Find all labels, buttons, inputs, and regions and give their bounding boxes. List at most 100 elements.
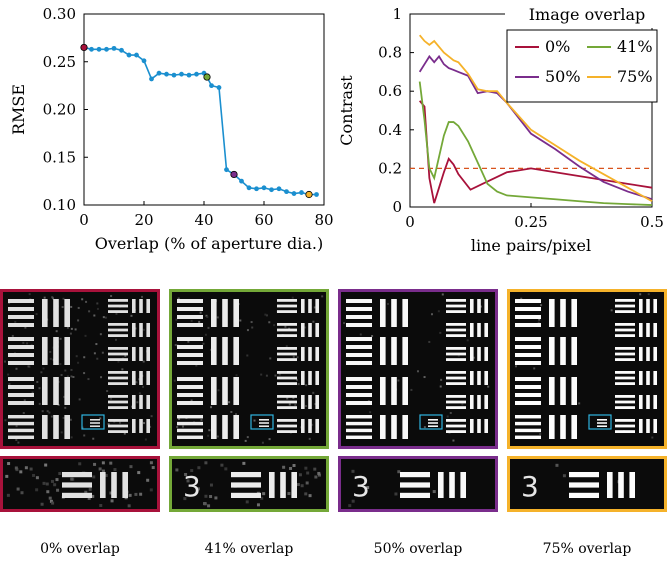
target-bar [108, 406, 128, 409]
noise-speck [107, 423, 110, 426]
noise-speck [452, 439, 455, 442]
noise-speck [96, 357, 99, 360]
target-bar [108, 323, 128, 326]
target-bar [484, 347, 488, 361]
noise-speck [15, 468, 19, 472]
noise-speck [91, 494, 95, 498]
target-bar [515, 377, 541, 381]
target-bar [108, 352, 128, 356]
noise-speck [49, 499, 53, 503]
rmse-point [119, 47, 124, 53]
target-bar [446, 323, 466, 326]
target-bar [53, 337, 59, 365]
target-bar [615, 382, 635, 385]
noise-speck [41, 410, 44, 413]
target-bar [549, 299, 555, 327]
target-bar [90, 419, 100, 421]
noise-speck [19, 470, 23, 474]
noise-speck [51, 297, 54, 300]
noise-speck [106, 390, 109, 393]
noise-speck [308, 437, 311, 440]
target-bar [597, 422, 607, 424]
target-bar [446, 352, 466, 356]
target-bar [346, 345, 372, 349]
noise-speck [84, 490, 88, 494]
highlight-point [80, 43, 88, 52]
noise-speck [282, 465, 286, 469]
noise-speck [50, 415, 53, 418]
noise-speck [295, 378, 298, 381]
noise-speck [292, 355, 295, 358]
noise-speck [209, 483, 213, 487]
target-bar [615, 376, 635, 380]
target-bar [484, 371, 488, 385]
noise-speck [110, 295, 113, 298]
target-bar [515, 345, 541, 349]
noise-speck [351, 499, 355, 503]
noise-speck [113, 468, 117, 472]
target-bar [108, 395, 128, 398]
target-bar [177, 415, 203, 419]
noise-speck [578, 402, 581, 405]
noise-speck [348, 504, 352, 508]
noise-speck [62, 297, 65, 300]
target-bar [346, 315, 372, 319]
target-bar [222, 337, 228, 365]
target-bar [64, 299, 70, 327]
zoom-region-box [588, 414, 612, 430]
target-bar [653, 347, 657, 361]
target-bar [615, 400, 635, 404]
noise-speck [651, 436, 654, 439]
noise-speck [95, 343, 98, 346]
target-bar [470, 395, 474, 409]
noise-speck [311, 423, 314, 426]
target-bar [8, 315, 34, 319]
noise-speck [55, 330, 58, 333]
target-bar [571, 415, 577, 439]
noise-speck [99, 503, 103, 507]
target-bar [62, 492, 92, 498]
noise-speck [78, 398, 81, 401]
noise-speck [256, 503, 260, 507]
noise-speck [109, 461, 113, 465]
noise-speck [49, 357, 52, 360]
noise-speck [428, 340, 431, 343]
noise-speck [149, 461, 153, 465]
panel-3: 3 50% overlap [338, 289, 498, 557]
y-tick-label: 0.30 [43, 5, 76, 23]
target-bar [233, 415, 239, 439]
target-bar [42, 415, 48, 439]
noise-speck [287, 492, 291, 496]
target-bar [308, 395, 312, 409]
noise-speck [144, 438, 147, 441]
rmse-point [126, 52, 132, 58]
noise-speck [7, 373, 10, 376]
noise-speck [70, 305, 73, 308]
plot-frame [83, 13, 325, 206]
noise-speck [127, 504, 131, 508]
noise-speck [466, 339, 469, 342]
noise-speck [50, 479, 54, 483]
noise-speck [416, 370, 419, 373]
target-bar [108, 419, 128, 422]
target-bar [639, 395, 643, 409]
noise-speck [314, 475, 318, 479]
target-bar [308, 347, 312, 361]
target-bar [646, 323, 650, 337]
noise-speck [20, 491, 24, 495]
legend-box [506, 29, 658, 103]
noise-speck [366, 486, 370, 490]
noise-speck [53, 483, 57, 487]
noise-speck [610, 309, 613, 312]
y-axis-label: RMSE [9, 84, 28, 135]
target-bar [8, 353, 34, 357]
noise-speck [351, 469, 355, 473]
noise-speck [92, 475, 96, 479]
target-bar [549, 337, 555, 365]
noise-speck [46, 490, 50, 494]
noise-speck [69, 332, 72, 335]
noise-speck [101, 351, 104, 354]
target-bar [569, 492, 599, 498]
target-bar [62, 472, 92, 478]
noise-speck [142, 360, 145, 363]
